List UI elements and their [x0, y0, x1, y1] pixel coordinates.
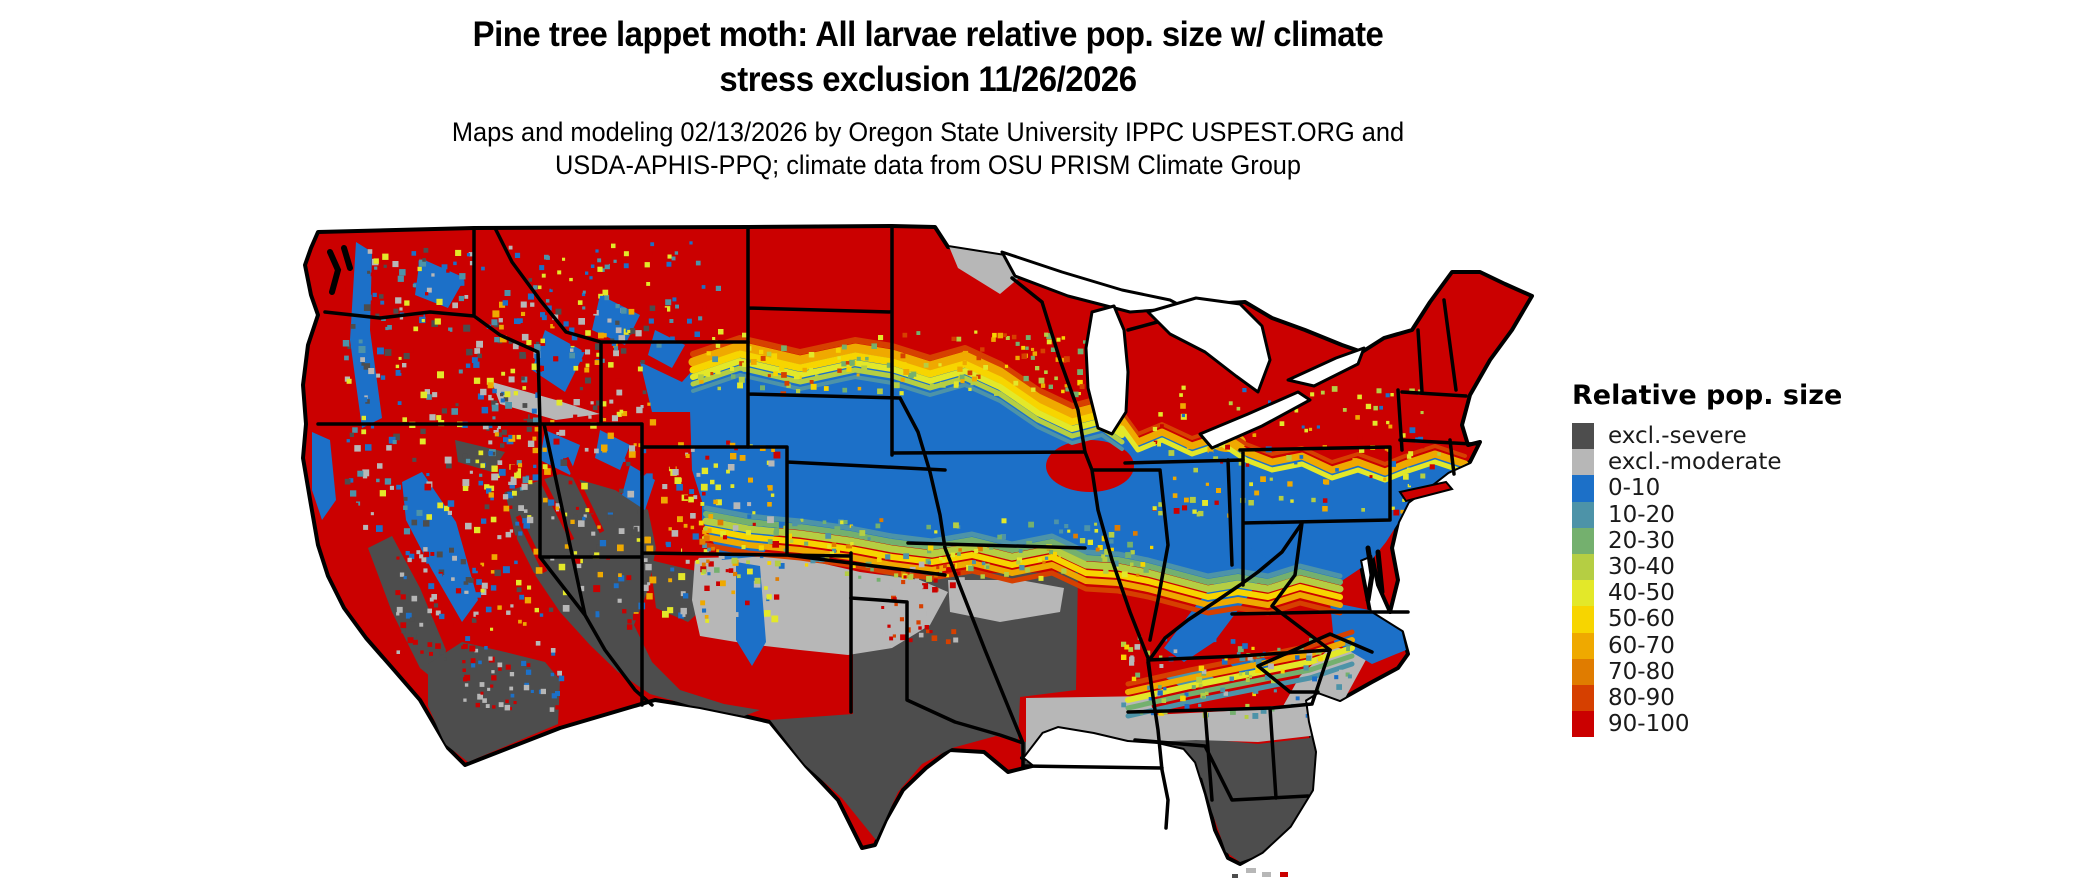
figure-title-line-2: stress exclusion 11/26/2026	[719, 60, 1137, 99]
legend-row-6: 40-50	[1572, 580, 1842, 607]
legend-row-10: 80-90	[1572, 684, 1842, 712]
legend-row-5: 30-40	[1572, 553, 1842, 581]
zone-central-valley-severe	[368, 536, 446, 686]
zone-cascades-blue	[350, 242, 382, 428]
legend-swatch-4	[1572, 527, 1594, 554]
great-lakes	[1000, 250, 1366, 450]
legend-label-0: excl.-severe	[1608, 423, 1747, 450]
lake-michigan	[1084, 304, 1130, 436]
legend-row-9: 70-80	[1572, 658, 1842, 685]
raster-speckles	[342, 241, 1443, 722]
figure-subtitle: Maps and modeling 02/13/2026 by Oregon S…	[56, 116, 1801, 182]
state-lines-plains	[746, 224, 1087, 770]
legend-swatch-9	[1572, 658, 1594, 685]
figure-title-line-1: Pine tree lappet moth: All larvae relati…	[472, 15, 1384, 54]
legend-label-2: 0-10	[1608, 475, 1661, 502]
zone-se-oregon-severe	[455, 440, 505, 472]
legend-label-4: 20-30	[1608, 527, 1675, 554]
zone-newmexico-blue	[736, 562, 766, 666]
legend-row-2: 0-10	[1572, 475, 1842, 502]
legend-label-9: 70-80	[1608, 658, 1675, 685]
lake-ontario	[1286, 346, 1366, 388]
legend-swatch-6	[1572, 580, 1594, 607]
state-lines-south	[1021, 648, 1332, 830]
legend-row-8: 60-70	[1572, 632, 1842, 659]
legend-rows: excl.-severe excl.-moderate 0-10 10-20 20-30…	[1572, 423, 1842, 738]
legend-swatch-7	[1572, 606, 1594, 633]
map-legend: Relative pop. size excl.-severe excl.-mod…	[1572, 380, 1843, 738]
legend-swatch-1	[1572, 449, 1594, 476]
state-boundaries	[316, 224, 1474, 830]
zone-norcal-coast-blue	[312, 432, 336, 520]
legend-label-7: 50-60	[1608, 606, 1675, 633]
state-lines-east	[1230, 298, 1474, 694]
puget-sound-inlets	[327, 245, 353, 295]
legend-row-4: 20-30	[1572, 527, 1842, 554]
legend-swatch-2	[1572, 475, 1594, 502]
zone-nevada-red-ridges	[459, 456, 605, 601]
florida-keys	[1232, 868, 1288, 878]
long-island	[1398, 480, 1454, 503]
legend-label-11: 90-100	[1608, 711, 1690, 738]
zone-wyoming-blue	[640, 362, 700, 412]
legend-row-1: excl.-moderate	[1572, 449, 1842, 476]
zone-louisiana-severe	[1020, 740, 1172, 826]
legend-label-8: 60-70	[1608, 632, 1675, 659]
legend-label-1: excl.-moderate	[1608, 449, 1782, 476]
zone-southeast-band-moderate	[1132, 700, 1344, 742]
legend-label-5: 30-40	[1608, 554, 1675, 581]
legend-row-0: excl.-severe	[1572, 423, 1842, 450]
lake-huron	[1146, 296, 1272, 394]
legend-title: Relative pop. size	[1572, 380, 1843, 411]
legend-row-11: 90-100	[1572, 711, 1842, 738]
chesapeake-bay-inlets	[1365, 545, 1385, 603]
legend-swatch-8	[1572, 632, 1594, 659]
legend-swatch-5	[1572, 553, 1594, 581]
legend-swatch-10	[1572, 684, 1594, 712]
zone-oklahoma-strip-moderate	[948, 580, 1064, 622]
legend-label-6: 40-50	[1608, 580, 1675, 607]
zone-florida-deepsouth-severe	[1132, 700, 1340, 862]
legend-swatch-11	[1572, 711, 1594, 738]
state-lines-west	[316, 226, 947, 714]
lake-erie	[1198, 390, 1312, 450]
figure-subtitle-line-2: USDA-APHIS-PPQ; climate data from OSU PR…	[554, 150, 1302, 180]
zone-minnesota-arrowhead-moderate	[948, 244, 1038, 294]
legend-row-7: 50-60	[1572, 606, 1842, 633]
legend-swatch-3	[1572, 501, 1594, 528]
legend-label-3: 10-20	[1608, 501, 1675, 528]
figure-subtitle-line-1: Maps and modeling 02/13/2026 by Oregon S…	[451, 117, 1405, 147]
zone-montana-blue-2	[648, 330, 685, 368]
zone-sierra-blue	[402, 472, 478, 622]
legend-swatch-0	[1572, 423, 1594, 450]
legend-label-10: 80-90	[1608, 684, 1675, 711]
title-block: Pine tree lappet moth: All larvae relati…	[56, 12, 1801, 182]
zone-snake-plain-moderate	[492, 382, 600, 420]
coastal-accents	[327, 245, 1385, 603]
zone-ne-washington-blue	[415, 258, 465, 308]
legend-row-3: 10-20	[1572, 501, 1842, 528]
